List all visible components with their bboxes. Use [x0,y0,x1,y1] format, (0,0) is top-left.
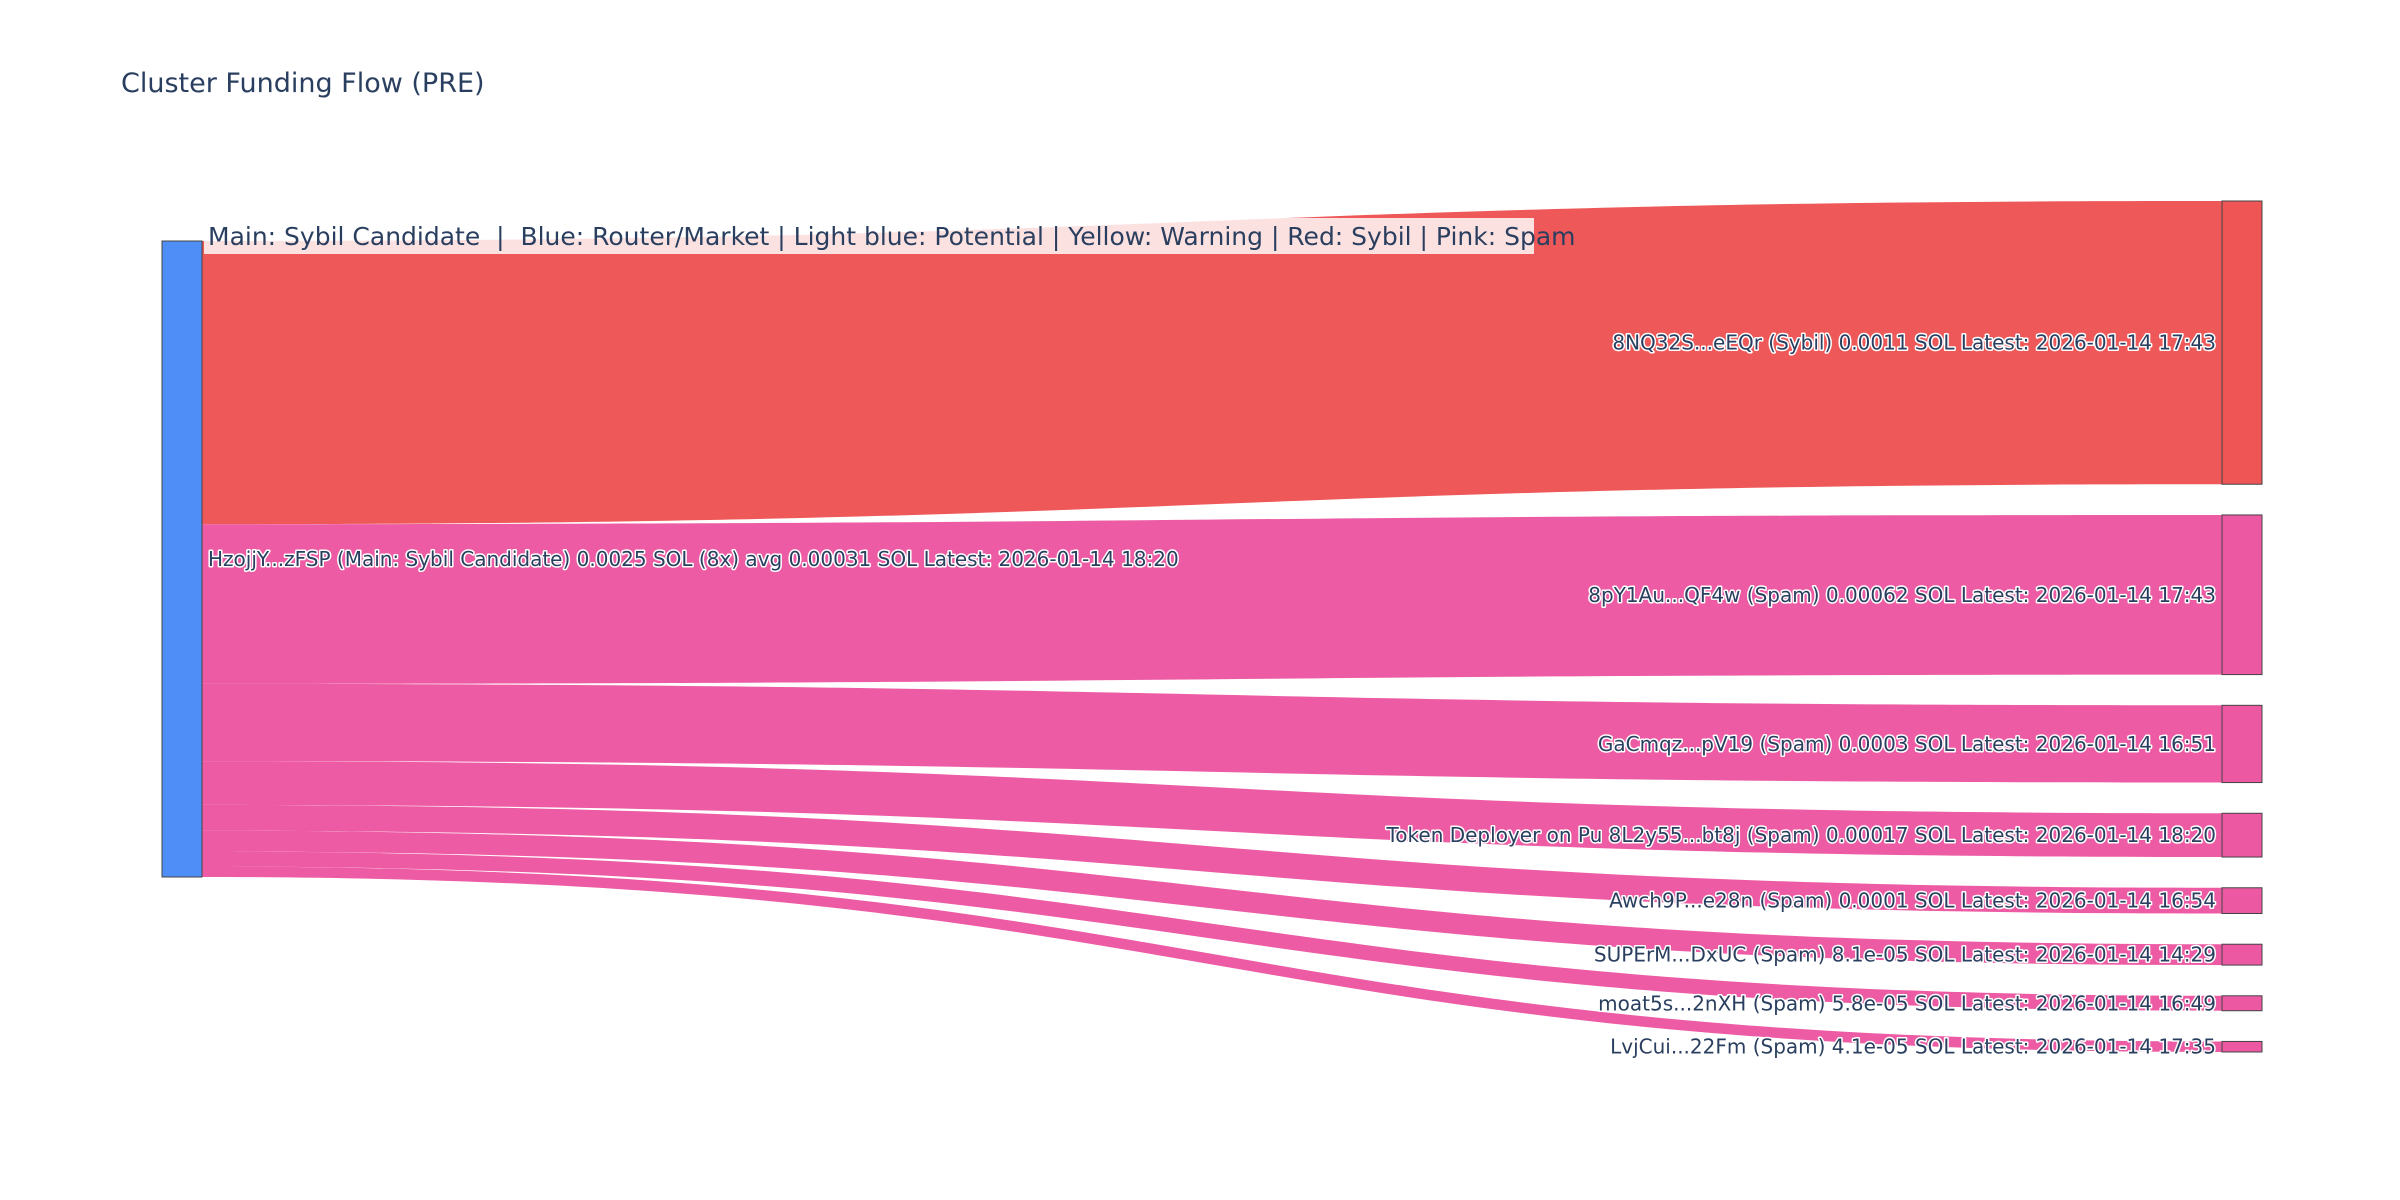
links-layer [202,201,2222,1052]
target-node-7[interactable] [2221,1040,2263,1053]
target-node-label-1: 8pY1Au...QF4w (Spam) 0.00062 SOL Latest:… [1588,583,2216,607]
source-node-label: HzojjY...zFSP (Main: Sybil Candidate) 0.… [208,547,1179,571]
flow-link-1[interactable] [202,514,2222,684]
target-node-label-0: 8NQ32S...eEQr (Sybil) 0.0011 SOL Latest:… [1612,331,2216,355]
flow-link-6[interactable] [202,851,2222,1011]
target-node-label-4: Awch9P...e28n (Spam) 0.0001 SOL Latest: … [1609,889,2216,913]
flow-link-4[interactable] [202,804,2222,914]
legend-annotation: Main: Sybil Candidate | Blue: Router/Mar… [204,218,1576,254]
flow-link-5[interactable] [202,830,2222,966]
target-node-label-5: SUPErM...DxUC (Spam) 8.1e-05 SOL Latest:… [1594,943,2216,967]
target-node-label-7: LvjCui...22Fm (Spam) 4.1e-05 SOL Latest:… [1610,1035,2216,1059]
target-node-6[interactable] [2221,995,2263,1012]
chart-title: Cluster Funding Flow (PRE) [121,68,485,99]
flow-link-3[interactable] [202,761,2222,858]
source-node[interactable] [161,240,203,878]
target-node-1[interactable] [2221,514,2263,676]
flow-link-0[interactable] [202,201,2222,525]
target-node-0[interactable] [2221,200,2263,485]
target-node-3[interactable] [2221,812,2263,858]
target-node-2[interactable] [2221,704,2263,784]
legend-text: Main: Sybil Candidate | Blue: Router/Mar… [208,222,1576,251]
labels-layer: HzojjY...zFSP (Main: Sybil Candidate) 0.… [207,329,2218,1060]
target-node-label-2: GaCmqz...pV19 (Spam) 0.0003 SOL Latest: … [1598,732,2216,756]
flow-link-2[interactable] [202,683,2222,783]
flow-link-7[interactable] [202,866,2222,1052]
legend-background [204,218,1534,254]
target-node-label-6: moat5s...2nXH (Spam) 5.8e-05 SOL Latest:… [1598,991,2216,1015]
target-node-5[interactable] [2221,943,2263,966]
nodes-layer [161,200,2263,1053]
target-node-label-3: Token Deployer on Pu 8L2y55...bt8j (Spam… [1385,823,2216,847]
target-node-4[interactable] [2221,887,2263,915]
